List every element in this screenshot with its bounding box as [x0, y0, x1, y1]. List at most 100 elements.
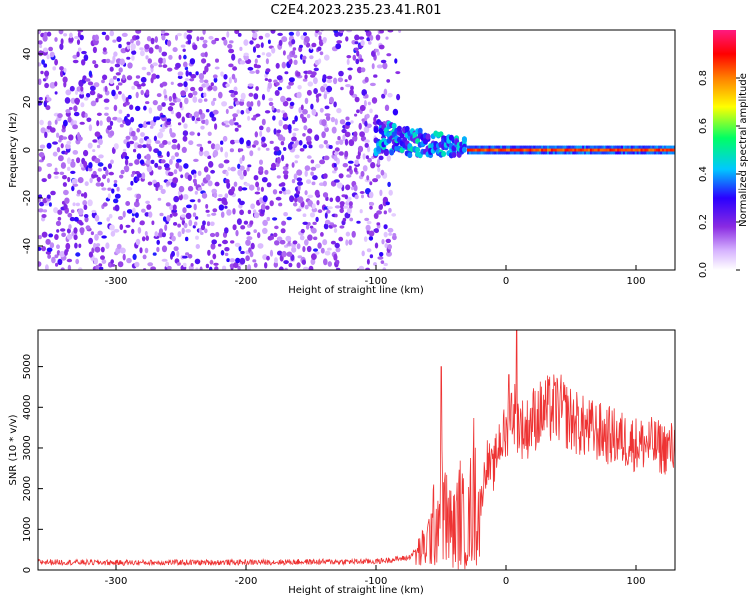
noise-cell [98, 138, 103, 146]
noise-cell [97, 230, 103, 236]
noise-cell [297, 181, 303, 186]
noise-cell [43, 63, 48, 68]
noise-cell [294, 196, 298, 203]
noise-cell [54, 254, 59, 259]
noise-cell [313, 77, 318, 85]
noise-cell [175, 162, 180, 169]
noise-cell [226, 181, 231, 189]
noise-cell [92, 60, 97, 65]
noise-cell [360, 40, 365, 46]
noise-cell [116, 78, 120, 82]
noise-cell [329, 197, 334, 203]
noise-cell [156, 93, 162, 98]
tone-cell [593, 151, 597, 155]
tone-cell [504, 145, 507, 149]
tone-cell [550, 151, 554, 155]
noise-cell [322, 192, 329, 198]
noise-cell [388, 189, 393, 196]
noise-cell [83, 204, 88, 210]
noise-cell [97, 221, 103, 225]
tone-cell [494, 148, 497, 152]
noise-cell [94, 246, 101, 253]
noise-cell [292, 47, 297, 51]
noise-cell [254, 58, 258, 64]
noise-cell [313, 248, 318, 252]
noise-cell [220, 250, 225, 256]
noise-cell [322, 180, 327, 187]
noise-cell [274, 257, 278, 264]
noise-cell [141, 172, 146, 180]
noise-cell [374, 114, 379, 119]
noise-cell [67, 212, 73, 218]
noise-cell [156, 181, 160, 188]
noise-cell [302, 133, 306, 137]
noise-cell [209, 232, 216, 238]
noise-cell [223, 120, 230, 124]
noise-cell [268, 97, 274, 102]
noise-cell [77, 177, 84, 184]
noise-cell [264, 262, 268, 269]
tone-cell [484, 151, 487, 155]
noise-cell [198, 98, 203, 103]
tone-cell [584, 151, 587, 155]
noise-cell [375, 174, 381, 179]
tone-cell [566, 145, 569, 149]
noise-cell [381, 239, 385, 245]
noise-cell [306, 155, 312, 159]
tone-cell [547, 145, 550, 149]
noise-cell [211, 100, 215, 106]
noise-cell [60, 267, 65, 270]
tone-cell [478, 148, 482, 152]
noise-cell [135, 105, 141, 112]
noise-cell [344, 79, 348, 83]
noise-cell [209, 266, 213, 270]
noise-cell [297, 184, 301, 192]
noise-cell [240, 250, 245, 255]
noise-cell [49, 82, 56, 89]
noise-cell [148, 107, 153, 114]
tone-cell [599, 151, 603, 155]
noise-cell [162, 216, 167, 222]
noise-cell [275, 82, 280, 86]
tone-cell [640, 151, 643, 155]
noise-cell [286, 251, 293, 257]
noise-cell [295, 140, 300, 146]
noise-cell [188, 140, 194, 146]
noise-cell [101, 235, 107, 239]
noise-cell [282, 50, 286, 56]
noise-cell [169, 102, 176, 106]
noise-cell [166, 215, 171, 222]
noise-cell [207, 85, 213, 91]
noise-cell [93, 174, 99, 178]
tone-cell [587, 148, 591, 152]
tone-cell [662, 151, 665, 155]
noise-cell [276, 156, 281, 164]
noise-cell [113, 228, 120, 233]
noise-cell [336, 40, 343, 44]
tone-cell [515, 151, 519, 155]
tone-cell [531, 148, 534, 152]
colorbar-tick-label: 0.0 [698, 262, 709, 278]
noise-cell [354, 41, 359, 45]
noise-cell [78, 243, 82, 248]
noise-cell [152, 252, 157, 256]
noise-cell [222, 265, 227, 270]
noise-cell [276, 75, 283, 81]
noise-cell [220, 71, 224, 77]
noise-cell [201, 192, 208, 199]
noise-cell [246, 166, 250, 172]
noise-cell [190, 86, 196, 92]
noise-cell [130, 43, 136, 51]
noise-cell [202, 39, 208, 44]
noise-cell [130, 130, 136, 137]
noise-cell [56, 229, 60, 233]
tone-cell [615, 145, 618, 149]
noise-cell [161, 102, 166, 107]
noise-cell [212, 97, 217, 102]
noise-cell [177, 82, 184, 87]
noise-cell [212, 74, 218, 79]
y-tick-label: -20 [22, 190, 33, 206]
noise-cell [121, 93, 126, 100]
noise-cell [283, 147, 287, 151]
